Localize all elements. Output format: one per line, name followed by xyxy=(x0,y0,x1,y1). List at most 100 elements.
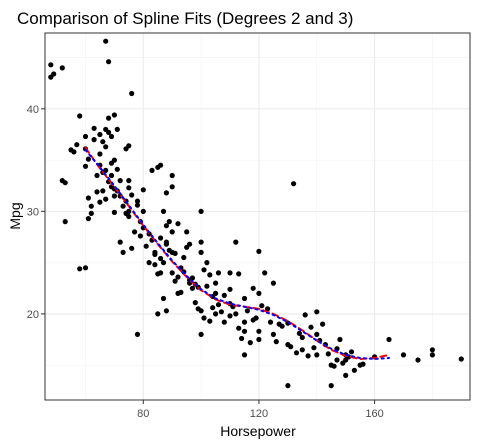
data-point xyxy=(215,270,222,276)
data-point xyxy=(129,245,135,251)
data-point xyxy=(175,221,181,227)
data-point xyxy=(256,248,262,254)
data-point xyxy=(74,142,80,148)
data-point xyxy=(143,243,149,249)
data-point xyxy=(155,271,161,277)
data-point xyxy=(328,383,334,389)
data-point xyxy=(114,126,120,132)
y-tick-label: 20 xyxy=(27,309,39,321)
data-point xyxy=(239,335,245,342)
data-point xyxy=(192,300,198,306)
data-point xyxy=(213,280,219,286)
y-axis-title: Mpg xyxy=(7,202,23,229)
data-point xyxy=(221,319,227,325)
data-point xyxy=(134,202,141,208)
data-point xyxy=(163,308,169,314)
data-point xyxy=(82,133,89,140)
y-axis-ticks: 20 30 40 xyxy=(27,104,45,321)
data-point xyxy=(256,336,262,343)
data-point xyxy=(198,249,204,255)
data-point xyxy=(218,309,224,315)
data-point xyxy=(244,308,250,314)
data-point xyxy=(123,146,129,152)
data-point xyxy=(241,328,248,334)
data-point xyxy=(85,156,91,162)
data-point xyxy=(198,308,204,314)
data-point xyxy=(158,235,164,241)
data-point xyxy=(166,247,172,253)
data-point xyxy=(247,340,253,346)
data-point xyxy=(85,195,91,201)
data-point xyxy=(215,302,222,308)
data-point xyxy=(160,208,167,214)
data-point xyxy=(267,319,274,325)
data-point xyxy=(172,278,178,284)
data-point xyxy=(169,229,175,235)
data-point xyxy=(198,208,204,214)
data-point xyxy=(160,295,167,302)
data-point xyxy=(227,313,233,319)
data-point xyxy=(334,357,340,363)
data-point xyxy=(348,349,355,355)
data-point xyxy=(169,184,175,190)
spline-line-2 xyxy=(84,148,390,361)
data-point xyxy=(400,352,407,358)
data-point xyxy=(273,339,279,345)
data-point xyxy=(337,336,343,343)
x-axis-title: Horsepower xyxy=(220,423,296,439)
data-point xyxy=(351,367,357,373)
data-point xyxy=(71,149,77,155)
data-point xyxy=(314,352,320,358)
data-point xyxy=(314,331,320,337)
data-point xyxy=(175,274,181,280)
chart-title: Comparison of Spline Fits (Degrees 2 and… xyxy=(17,9,353,28)
data-point xyxy=(253,315,259,321)
data-point xyxy=(299,334,305,341)
data-point xyxy=(134,331,141,337)
data-point xyxy=(114,166,120,172)
data-point xyxy=(256,290,262,296)
data-point xyxy=(120,249,126,255)
data-point xyxy=(117,178,123,184)
data-point xyxy=(85,216,91,222)
data-point xyxy=(62,219,68,225)
data-point xyxy=(129,90,135,97)
data-point xyxy=(134,198,141,204)
data-point xyxy=(111,193,117,199)
data-point xyxy=(236,271,242,277)
data-point xyxy=(94,172,100,179)
data-point xyxy=(198,331,204,337)
data-point xyxy=(236,325,242,331)
data-point xyxy=(97,131,103,138)
data-point xyxy=(184,229,190,235)
data-point xyxy=(343,372,349,378)
data-point xyxy=(213,311,219,317)
panel-border xyxy=(44,32,471,401)
data-point xyxy=(163,223,169,229)
data-point xyxy=(152,251,158,257)
data-point xyxy=(241,352,248,358)
data-point xyxy=(250,285,256,291)
data-point xyxy=(187,241,193,247)
data-point xyxy=(132,229,138,235)
data-point xyxy=(360,361,366,367)
data-point xyxy=(178,289,184,295)
data-point xyxy=(201,315,207,321)
data-point xyxy=(94,189,100,195)
data-point xyxy=(241,295,248,302)
data-point xyxy=(146,260,152,266)
data-point xyxy=(82,265,89,271)
data-point xyxy=(126,178,132,184)
x-axis-ticks: 80 120 160 xyxy=(137,400,384,420)
data-point xyxy=(82,163,89,169)
data-point xyxy=(259,303,265,309)
data-point xyxy=(129,192,135,198)
data-point xyxy=(172,250,178,256)
data-point xyxy=(103,38,109,44)
data-point xyxy=(429,352,435,358)
data-point xyxy=(117,239,123,245)
data-point xyxy=(140,208,146,214)
data-point xyxy=(291,181,297,187)
data-point xyxy=(207,318,213,324)
data-point xyxy=(296,330,302,336)
